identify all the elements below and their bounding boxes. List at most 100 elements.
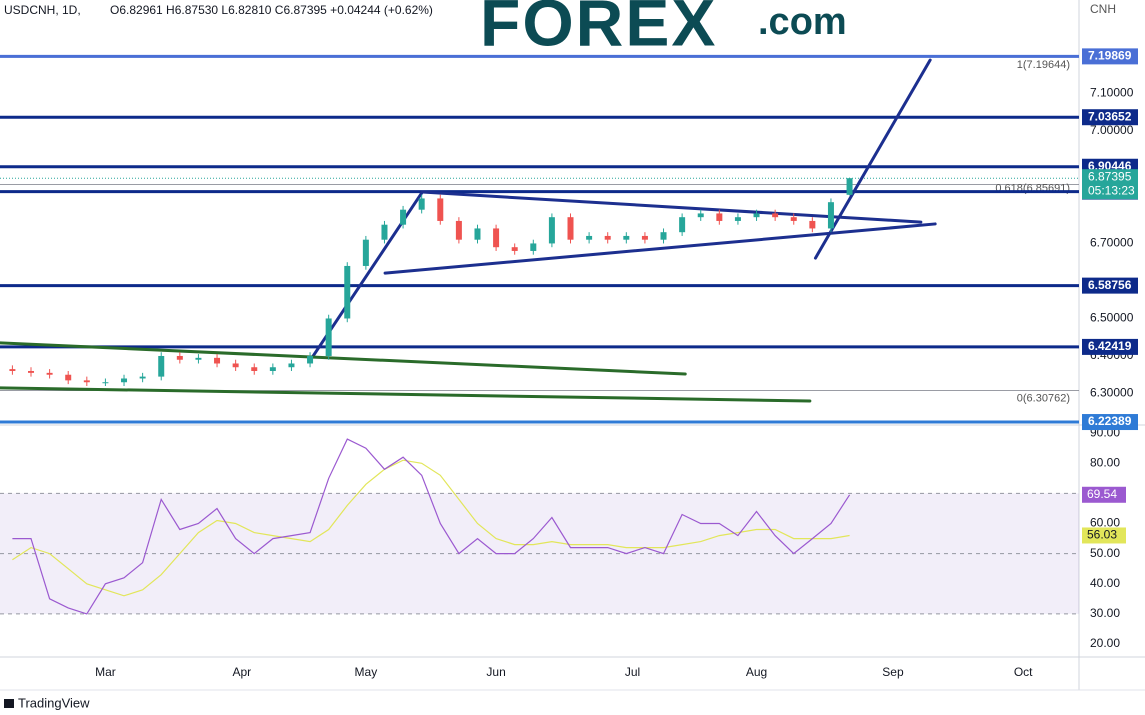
candle-body	[251, 367, 258, 371]
candle-body	[679, 217, 686, 233]
x-tick-label: Jul	[625, 665, 640, 679]
candle-body	[46, 372, 53, 375]
logo-suffix: .com	[758, 1, 847, 43]
y-tick-label: 80.00	[1090, 455, 1120, 469]
candle-body	[28, 370, 35, 373]
candle-body	[288, 363, 295, 368]
level-badge-label: 7.19869	[1088, 49, 1132, 63]
candle-body	[734, 217, 741, 221]
y-tick-label: 50.00	[1090, 546, 1120, 560]
level-badge	[1082, 277, 1138, 294]
candle-body	[827, 202, 834, 229]
value-badge	[1082, 527, 1126, 544]
candle-body	[493, 228, 500, 248]
fib-label: 1(7.19644)	[1017, 59, 1070, 71]
candle-body	[530, 243, 537, 251]
candle-body	[790, 217, 797, 221]
candle-body	[437, 198, 444, 221]
candle-body	[232, 363, 239, 368]
candle-body	[400, 209, 407, 225]
candle-body	[381, 224, 388, 240]
candle-body	[269, 367, 276, 371]
candle-body	[325, 318, 332, 356]
candle-body	[9, 369, 16, 371]
y-tick-label: 6.70000	[1090, 236, 1134, 250]
candle-body	[139, 376, 146, 379]
candle-body	[344, 265, 351, 319]
ohlc: O6.82961 H6.87530 L6.82810 C6.87395 +0.0…	[110, 3, 433, 17]
y-tick-label: 7.10000	[1090, 86, 1134, 100]
logo-main: FOREX	[480, 0, 717, 59]
candle-body	[809, 220, 816, 229]
level-badge-label: 6.22389	[1088, 414, 1132, 428]
y-tick-label: 20.00	[1090, 636, 1120, 650]
y-tick-label: 6.50000	[1090, 311, 1134, 325]
last-price-label: 6.87395	[1088, 169, 1132, 183]
y-tick-label: 30.00	[1090, 606, 1120, 620]
value-badge-label: 69.54	[1087, 487, 1117, 501]
candle-body	[195, 357, 202, 360]
candle-body	[176, 355, 183, 360]
countdown: 05:13:23	[1088, 183, 1135, 197]
candle-body	[716, 213, 723, 221]
candle-body	[455, 220, 462, 240]
candle-body	[641, 235, 648, 240]
brand: TradingView	[18, 695, 90, 710]
candle-body	[604, 235, 611, 240]
candle-body	[623, 235, 630, 240]
x-tick-label: Mar	[95, 665, 116, 679]
x-tick-label: Aug	[746, 665, 767, 679]
candle-body	[214, 357, 221, 364]
x-tick-label: Oct	[1014, 665, 1033, 679]
trend-line	[0, 341, 687, 376]
trend-line	[383, 222, 937, 275]
candle-body	[65, 374, 72, 381]
candle-body	[83, 380, 90, 383]
x-tick-label: Jun	[486, 665, 505, 679]
candle-body	[158, 355, 165, 377]
candle-body	[567, 217, 574, 240]
trend-line	[813, 58, 932, 260]
level-badge	[1082, 48, 1138, 65]
y-tick-label: 6.30000	[1090, 386, 1134, 400]
candle-body	[772, 213, 779, 218]
rsi-line	[12, 438, 851, 615]
rsi-line	[12, 459, 850, 597]
last-price-badge	[1082, 169, 1138, 200]
level-badge-label: 6.58756	[1088, 278, 1132, 292]
fib-label: 0(6.30762)	[1017, 393, 1070, 405]
symbol: USDCNH, 1D,	[4, 3, 81, 17]
candle-body	[548, 217, 555, 244]
candle-body	[660, 232, 667, 240]
candle-body	[307, 355, 314, 364]
candle-body	[102, 382, 109, 384]
tv-icon	[4, 699, 14, 708]
header-bg	[0, 0, 440, 22]
level-badge	[1082, 338, 1138, 355]
trend-line	[0, 386, 812, 403]
level-badge-label: 6.42419	[1088, 339, 1132, 353]
candle-body	[121, 378, 128, 383]
candle-body	[753, 213, 760, 218]
candle-body	[474, 228, 481, 240]
candle-body	[362, 239, 369, 266]
value-badge	[1082, 486, 1126, 503]
candle-body	[586, 235, 593, 240]
y-tick-label: 40.00	[1090, 576, 1120, 590]
candle-body	[697, 213, 704, 218]
currency: CNH	[1090, 2, 1116, 16]
y-tick-label: 60.00	[1090, 516, 1120, 530]
candle-body	[511, 247, 518, 251]
x-tick-label: May	[355, 665, 378, 679]
candle-body	[418, 198, 425, 210]
value-badge-label: 56.03	[1087, 528, 1117, 542]
x-tick-label: Sep	[882, 665, 904, 679]
candle-body	[846, 178, 853, 195]
x-tick-label: Apr	[233, 665, 252, 679]
level-badge	[1082, 414, 1138, 431]
level-badge	[1082, 109, 1138, 126]
level-badge-label: 7.03652	[1088, 109, 1132, 123]
y-tick-label: 7.00000	[1090, 123, 1134, 137]
